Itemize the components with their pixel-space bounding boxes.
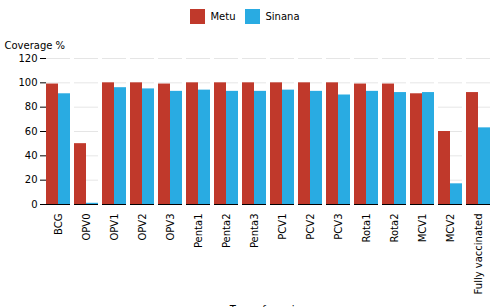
svg-text:Rota1: Rota1 — [361, 214, 372, 243]
svg-text:PCV3: PCV3 — [333, 214, 344, 240]
html-text:Sinana: Sinana — [265, 11, 300, 22]
svg-text:0: 0 — [31, 199, 37, 210]
svg-text:BCG: BCG — [53, 214, 64, 235]
svg-text:120: 120 — [18, 53, 37, 64]
svg-text:Rota2: Rota2 — [389, 214, 400, 243]
svg-text:Penta2: Penta2 — [221, 214, 232, 249]
svg-text:Type of vaccine: Type of vaccine — [229, 304, 307, 307]
svg-text:OPV3: OPV3 — [165, 214, 176, 241]
svg-text:PCV2: PCV2 — [305, 214, 316, 240]
svg-text:PCV1: PCV1 — [277, 214, 288, 240]
svg-text:OPV1: OPV1 — [109, 214, 120, 241]
svg-text:OPV2: OPV2 — [137, 214, 148, 241]
svg-text:80: 80 — [25, 101, 38, 112]
svg-text:Penta3: Penta3 — [249, 214, 260, 249]
svg-text:Coverage %: Coverage % — [5, 40, 66, 51]
svg-text:Penta1: Penta1 — [193, 214, 204, 249]
svg-text:MCV1: MCV1 — [417, 214, 428, 243]
svg-text:100: 100 — [18, 77, 37, 88]
svg-text:40: 40 — [25, 150, 38, 161]
html-text:Metu: Metu — [210, 11, 236, 22]
svg-text:OPV0: OPV0 — [81, 214, 92, 241]
svg-text:20: 20 — [25, 174, 38, 185]
svg-text:Fully vaccinated: Fully vaccinated — [473, 214, 484, 295]
svg-text:60: 60 — [25, 126, 38, 137]
svg-text:MCV2: MCV2 — [445, 214, 456, 243]
